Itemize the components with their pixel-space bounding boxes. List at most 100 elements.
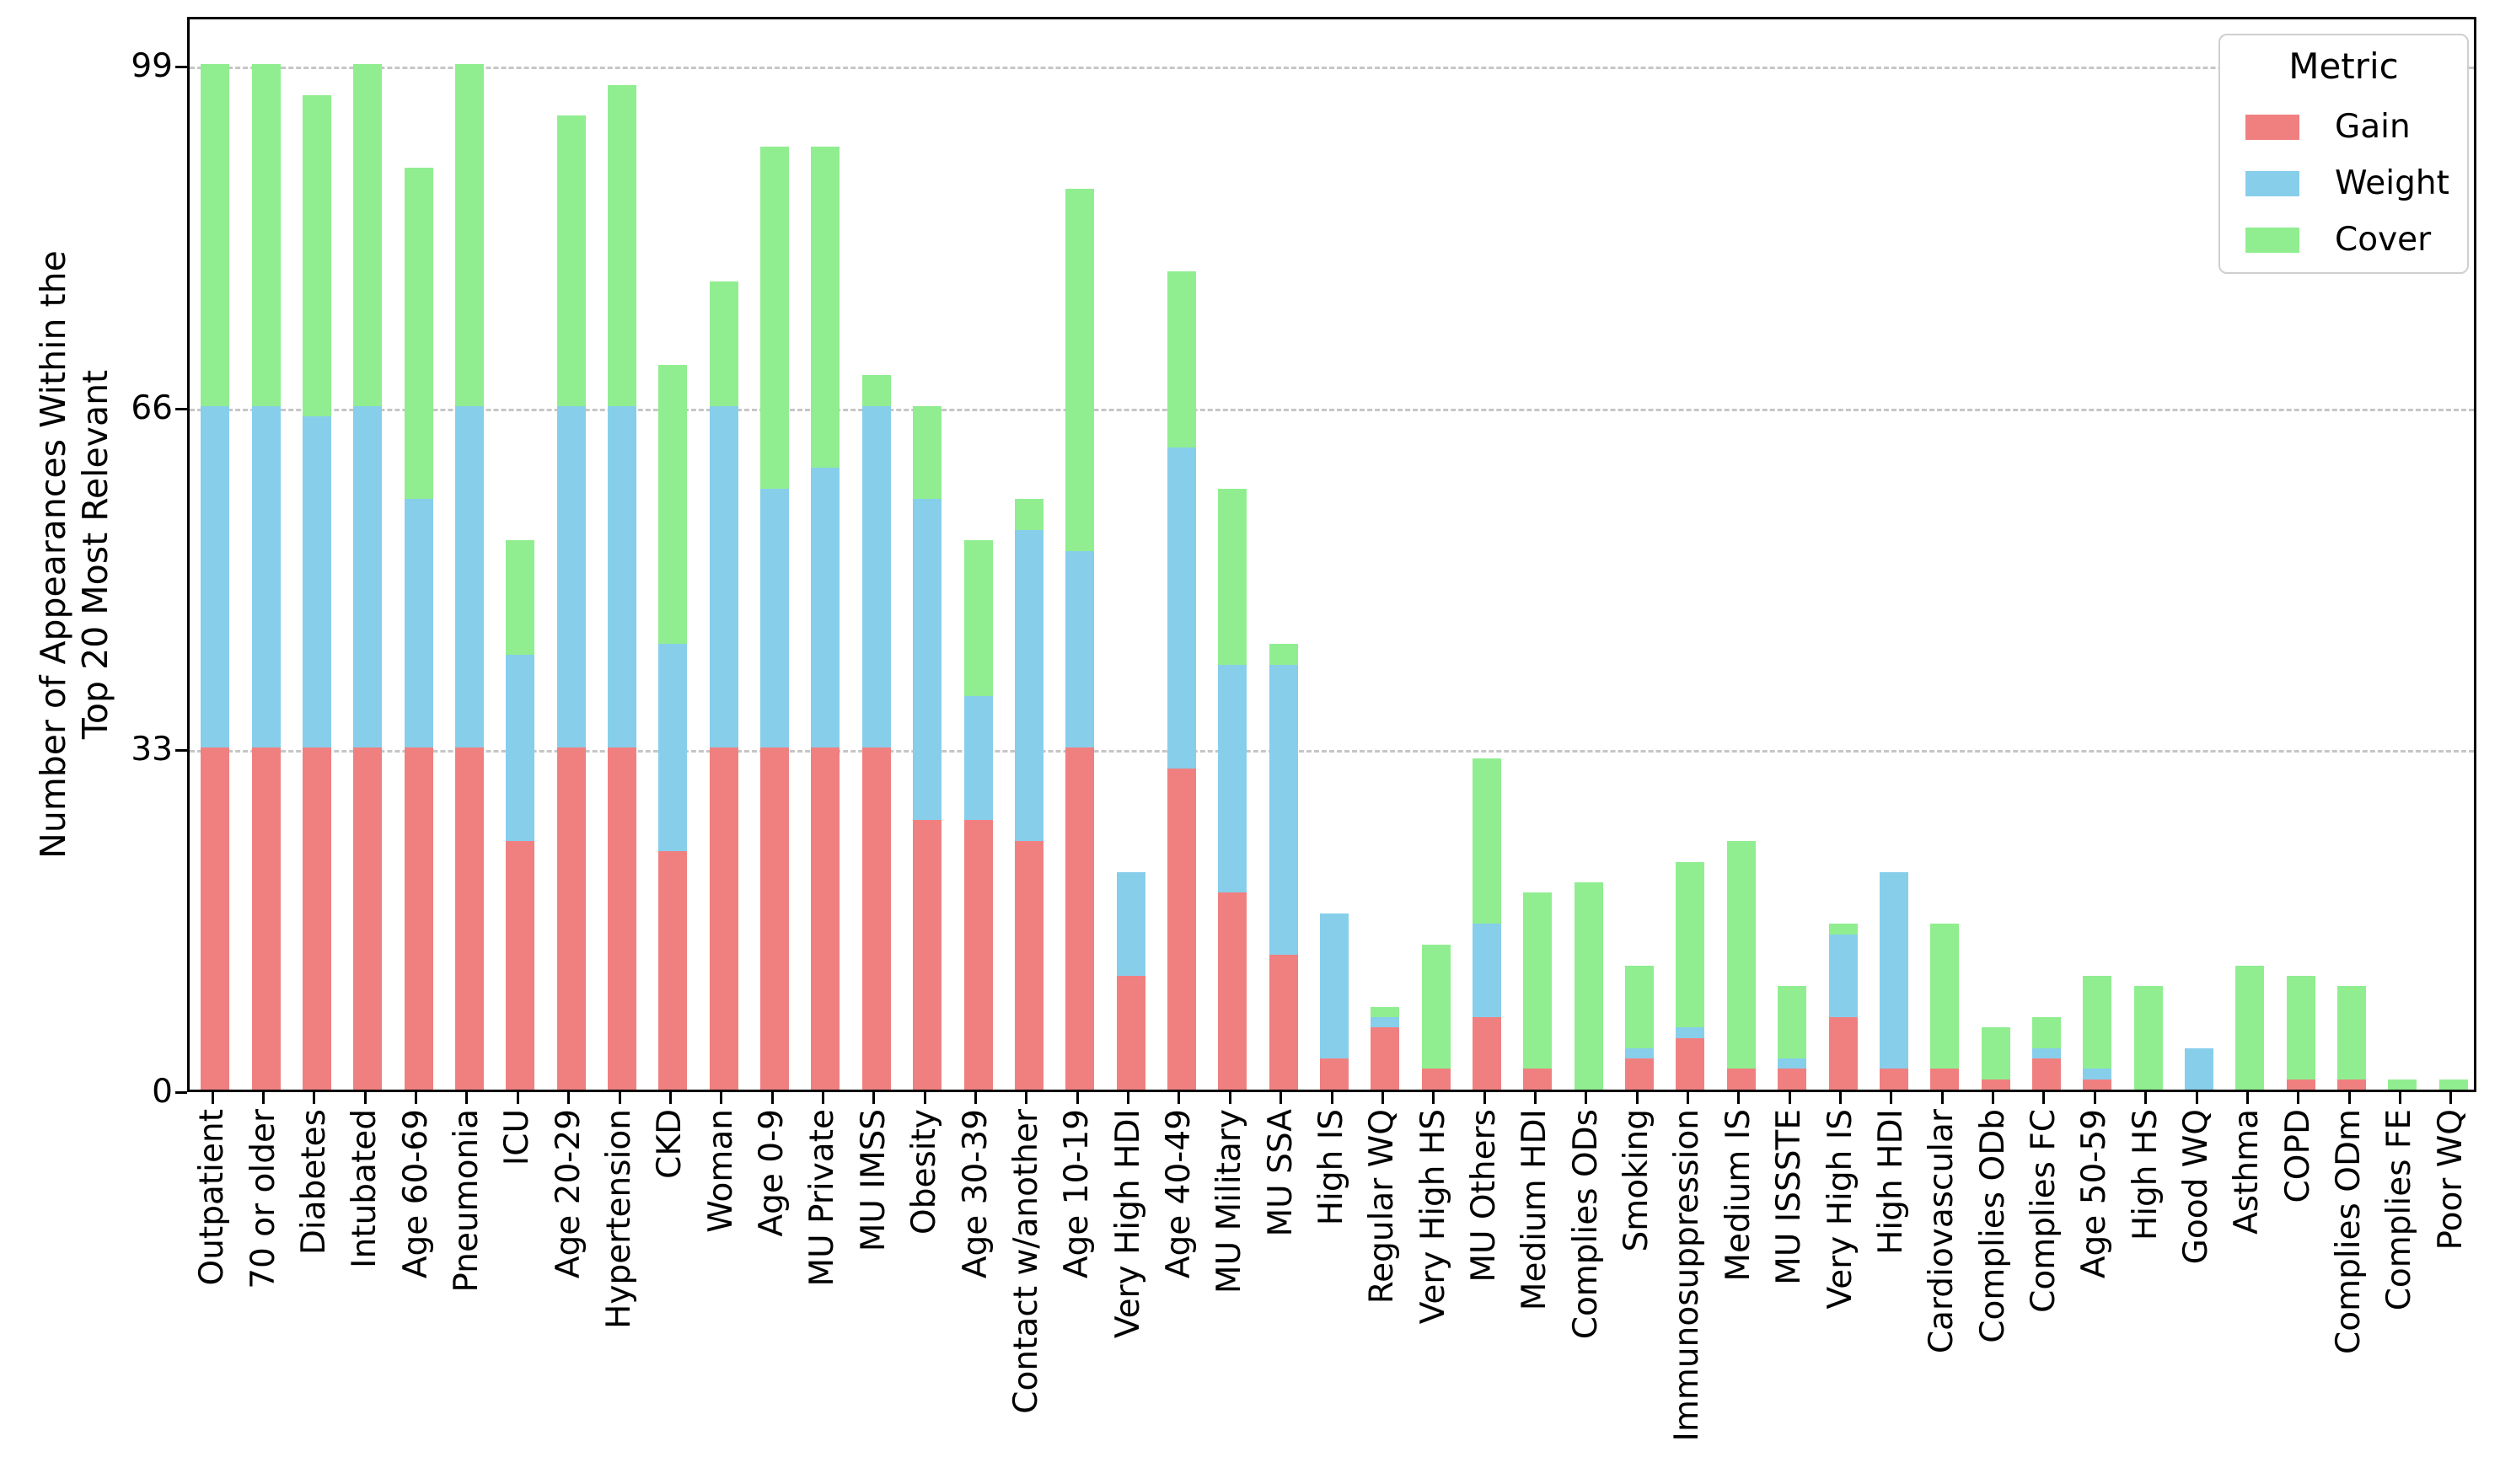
bar-segment-gain-very-high-hdi: [1116, 975, 1145, 1090]
x-axis-label-smoking: Smoking: [1617, 1109, 1656, 1252]
x-tick-mark-very-high-hs: [1432, 1092, 1435, 1104]
x-tick-mark-age-50-59: [2093, 1092, 2096, 1104]
bar-segment-cover-age-20-29: [556, 115, 586, 406]
x-axis-label-age-50-59: Age 50-59: [2075, 1109, 2114, 1279]
bar-segment-cover-very-high-hs: [1421, 944, 1451, 1069]
x-axis-label-complies-fc: Complies FC: [2024, 1109, 2063, 1313]
bar-segment-gain-very-high-is: [1828, 1016, 1858, 1090]
bar-segment-gain-mu-private: [811, 747, 840, 1090]
bar-high-hs: [2133, 19, 2163, 1090]
bar-segment-gain-obesity: [913, 820, 942, 1090]
x-tick-mark-immunosuppression: [1686, 1092, 1689, 1104]
bar-segment-weight-intubated: [353, 405, 383, 748]
y-axis-label: Number of Appearances Within the Top 20 M…: [32, 250, 116, 859]
x-tick-mark-age-30-39: [974, 1092, 977, 1104]
legend-item-cover: Cover: [2235, 221, 2452, 259]
bar-cardiovascular: [1930, 19, 1960, 1090]
bar-mu-others: [1473, 19, 1502, 1090]
bar-segment-cover-intubated: [353, 64, 383, 406]
bar-segment-gain-hypertension: [608, 747, 637, 1090]
bar-segment-weight-hypertension: [608, 405, 637, 748]
bar-segment-weight-mu-ssa: [1269, 665, 1298, 956]
bar-segment-weight-diabetes: [302, 415, 331, 748]
bar-age-50-59: [2083, 19, 2112, 1090]
bar-segment-gain-outpatient: [201, 747, 230, 1090]
bar-woman: [709, 19, 738, 1090]
x-axis-label-age-10-19: Age 10-19: [1058, 1109, 1097, 1279]
bar-segment-gain-ckd: [658, 851, 688, 1090]
x-axis-label-asthma: Asthma: [2228, 1109, 2267, 1235]
bar-segment-weight-ckd: [658, 644, 688, 852]
bar-segment-gain-mu-imss: [861, 747, 891, 1090]
bar-segment-cover-hypertension: [608, 84, 637, 406]
bar-segment-gain-age-60-69: [404, 747, 433, 1090]
bar-diabetes: [302, 19, 331, 1090]
bar-segment-cover-woman: [709, 281, 738, 406]
bar-contact-w-another: [1014, 19, 1043, 1090]
legend-swatch-gain: [2245, 114, 2299, 140]
x-axis-label-medium-is: Medium IS: [1719, 1109, 1757, 1282]
bar-very-high-hs: [1421, 19, 1451, 1090]
x-tick-mark-age-0-9: [770, 1092, 774, 1104]
bar-segment-weight-age-10-19: [1065, 550, 1095, 748]
bar-segment-weight-woman: [709, 405, 738, 748]
x-axis-label-mu-imss: MU IMSS: [854, 1109, 893, 1252]
bar-segment-cover-regular-wq: [1371, 1006, 1400, 1017]
bar-complies-ods: [1574, 19, 1603, 1090]
bar-segment-gain-diabetes: [302, 747, 331, 1090]
x-tick-mark-pneumonia: [465, 1092, 469, 1104]
x-axis-label-very-high-is: Very High IS: [1821, 1109, 1859, 1310]
bar-segment-weight-smoking: [1625, 1047, 1655, 1059]
bar-age-20-29: [556, 19, 586, 1090]
x-axis-label-mu-military: MU Military: [1210, 1109, 1249, 1294]
x-tick-mark-complies-fc: [2042, 1092, 2046, 1104]
x-tick-mark-complies-fe: [2398, 1092, 2401, 1104]
legend-swatch-cover: [2245, 227, 2299, 253]
bar-icu: [506, 19, 535, 1090]
y-tick-mark-66: [175, 407, 187, 410]
bar-segment-cover-complies-odm: [2337, 986, 2367, 1080]
bar-segment-cover-complies-odb: [1981, 1027, 2010, 1080]
x-axis-label-icu: ICU: [498, 1109, 537, 1166]
bar-segment-weight-age-50-59: [2083, 1069, 2112, 1080]
legend-item-label: Cover: [2335, 221, 2432, 259]
bar-segment-weight-icu: [506, 654, 535, 841]
bar-segment-cover-mu-ssa: [1269, 644, 1298, 665]
bar-segment-weight-mu-others: [1473, 924, 1502, 1017]
x-tick-mark-high-hs: [2144, 1092, 2148, 1104]
bar-segment-gain-contact-w-another: [1014, 840, 1043, 1090]
bar-segment-gain-very-high-hs: [1421, 1069, 1451, 1090]
bar-segment-weight-immunosuppression: [1676, 1027, 1705, 1038]
y-axis-label-line2: Top 20 Most Relevant: [75, 369, 115, 740]
bar-segment-gain-mu-military: [1218, 892, 1247, 1090]
bar-segment-cover-age-30-39: [963, 540, 993, 696]
bar-segment-weight-age-40-49: [1167, 447, 1196, 769]
x-axis-label-medium-hdi: Medium HDI: [1516, 1109, 1554, 1311]
bar-asthma: [2235, 19, 2265, 1090]
bar-segment-gain-age-30-39: [963, 820, 993, 1090]
x-axis-label-mu-ssa: MU SSA: [1261, 1109, 1300, 1237]
bar-mu-military: [1218, 19, 1247, 1090]
bar-segment-weight-good-wq: [2185, 1047, 2214, 1090]
bar-segment-cover-high-hs: [2133, 986, 2163, 1090]
x-axis-label-contact-w-another: Contact w/another: [1006, 1109, 1045, 1414]
bar-segment-gain-mu-ssa: [1269, 955, 1298, 1090]
bar-segment-cover-age-10-19: [1065, 188, 1095, 551]
bar-very-high-hdi: [1116, 19, 1145, 1090]
bar-segment-cover-age-0-9: [760, 147, 790, 490]
x-axis-label-mu-issste: MU ISSSTE: [1770, 1109, 1809, 1285]
gridline-y-33: [190, 750, 2474, 753]
bar-segment-cover-pneumonia: [454, 64, 484, 406]
bar-segment-cover-70-or-older: [251, 64, 281, 406]
bar-outpatient: [201, 19, 230, 1090]
bar-segment-cover-medium-hdi: [1523, 892, 1553, 1069]
bar-segment-cover-copd: [2286, 975, 2315, 1080]
bar-mu-issste: [1778, 19, 1807, 1090]
x-tick-mark-mu-others: [1483, 1092, 1486, 1104]
bar-segment-cover-outpatient: [201, 64, 230, 406]
bar-medium-hdi: [1523, 19, 1553, 1090]
bar-segment-gain-mu-others: [1473, 1016, 1502, 1090]
x-tick-mark-diabetes: [313, 1092, 316, 1104]
bar-high-is: [1320, 19, 1349, 1090]
x-tick-mark-medium-hdi: [1533, 1092, 1537, 1104]
